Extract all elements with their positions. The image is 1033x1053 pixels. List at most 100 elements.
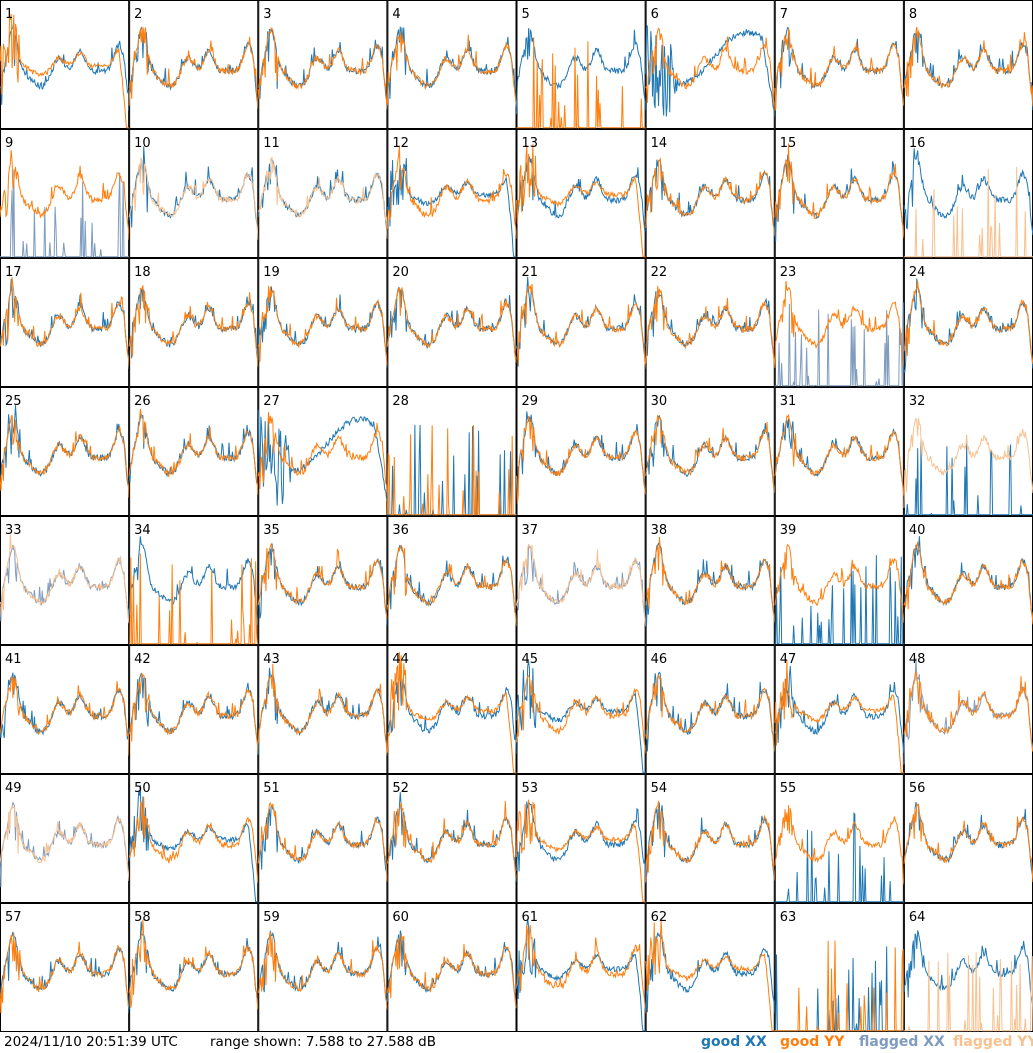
yy-series — [386, 800, 517, 880]
yy-series — [645, 285, 776, 366]
yy-series — [386, 545, 517, 627]
panel-47: 47 — [774, 645, 905, 774]
yy-series — [257, 802, 388, 882]
panel-27: 27 — [257, 387, 388, 516]
panel-label: 15 — [780, 136, 797, 151]
yy-series — [903, 26, 1033, 107]
panel-frame — [774, 258, 904, 387]
yy-series — [774, 543, 905, 624]
panel-15: 15 — [774, 129, 905, 258]
footer: 2024/11/10 20:51:39 UTC range shown: 7.5… — [0, 1032, 1033, 1053]
panel-23: 23 — [774, 258, 905, 387]
panel-label: 19 — [263, 265, 280, 280]
yy-series — [516, 143, 646, 258]
panel-label: 64 — [909, 910, 926, 925]
panel-label: 62 — [651, 910, 668, 925]
panel-label: 35 — [263, 523, 280, 538]
panel-43: 43 — [257, 645, 388, 774]
panel-7: 7 — [774, 0, 905, 129]
yy-series — [903, 166, 1033, 258]
xx-series — [386, 675, 517, 755]
yy-series — [129, 553, 259, 645]
yy-series — [386, 425, 517, 516]
yy-series — [516, 416, 647, 504]
panel-36: 36 — [386, 516, 517, 645]
xx-series — [903, 438, 1033, 516]
panel-2: 2 — [128, 0, 259, 129]
panel-label: 51 — [263, 781, 280, 796]
panel-32: 32 — [903, 387, 1033, 516]
panel-label: 57 — [5, 910, 22, 925]
panel-22: 22 — [645, 258, 776, 387]
panel-28: 28 — [386, 387, 517, 517]
xx-series — [774, 811, 904, 903]
panel-label: 1 — [5, 7, 13, 22]
panel-label: 44 — [392, 652, 409, 667]
legend-good-xx: good XX — [701, 1034, 767, 1050]
panel-label: 18 — [134, 265, 151, 280]
yy-series — [903, 280, 1033, 364]
panel-label: 12 — [392, 136, 409, 151]
panel-label: 59 — [263, 910, 280, 925]
panel-label: 48 — [909, 652, 926, 667]
yy-series — [257, 285, 388, 366]
panel-label: 45 — [522, 652, 539, 667]
panel-40: 40 — [903, 516, 1033, 645]
yy-series — [257, 412, 388, 496]
yy-series — [903, 541, 1033, 625]
yy-series — [645, 800, 776, 883]
panel-label: 25 — [5, 394, 22, 409]
panel-label: 6 — [651, 7, 659, 22]
panel-52: 52 — [386, 774, 517, 903]
panel-49: 49 — [0, 774, 130, 903]
yy-series — [0, 534, 130, 624]
panel-20: 20 — [386, 258, 517, 387]
panel-label: 61 — [522, 910, 539, 925]
panel-21: 21 — [516, 258, 647, 387]
panel-label: 21 — [522, 265, 539, 280]
panel-label: 2 — [134, 7, 142, 22]
panel-14: 14 — [645, 129, 776, 258]
panel-61: 61 — [516, 903, 647, 1032]
xx-series — [0, 19, 130, 111]
panel-label: 54 — [651, 781, 668, 796]
panel-label: 14 — [651, 136, 668, 151]
panel-5: 5 — [516, 0, 647, 129]
yy-series — [257, 931, 388, 1010]
panel-label: 34 — [134, 523, 151, 538]
yy-series — [0, 933, 130, 1014]
xx-series — [516, 28, 647, 115]
panel-label: 43 — [263, 652, 280, 667]
yy-series — [0, 150, 130, 240]
panel-34: 34 — [128, 516, 259, 645]
legend-flagged-xx: flagged XX — [859, 1034, 945, 1050]
xx-series — [0, 169, 130, 258]
panel-label: 37 — [522, 523, 539, 538]
xx-series — [645, 932, 776, 1014]
yy-series — [128, 796, 259, 884]
yy-series — [645, 27, 776, 111]
panel-30: 30 — [645, 387, 776, 516]
panel-label: 20 — [392, 265, 409, 280]
panel-label: 36 — [392, 523, 409, 538]
xx-series — [128, 146, 259, 237]
panel-label: 17 — [5, 265, 22, 280]
panel-4: 4 — [386, 0, 517, 129]
yy-series — [128, 285, 259, 368]
xx-series — [386, 544, 517, 626]
panel-frame — [387, 387, 517, 516]
panel-frame — [387, 258, 517, 387]
panel-label: 63 — [780, 910, 797, 925]
panel-label: 33 — [5, 523, 22, 538]
yy-series — [774, 143, 905, 238]
yy-series — [386, 933, 517, 1009]
panel-label: 32 — [909, 394, 926, 409]
yy-series — [257, 542, 388, 620]
xx-series — [0, 931, 130, 1014]
yy-series — [645, 157, 776, 237]
yy-series — [0, 277, 130, 367]
panel-label: 13 — [522, 136, 539, 151]
yy-series — [774, 659, 904, 774]
yy-series — [257, 156, 388, 239]
